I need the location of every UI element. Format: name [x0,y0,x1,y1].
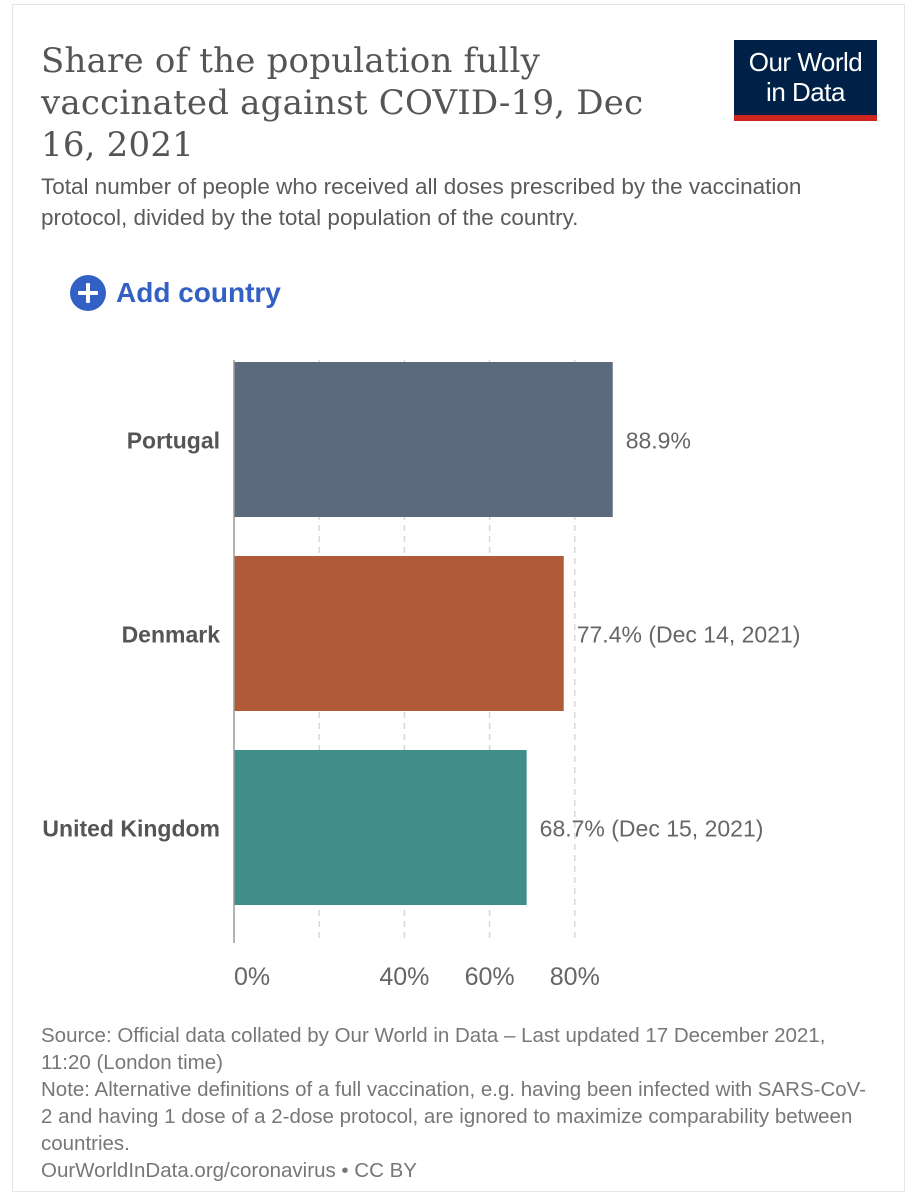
x-tick-label: 80% [550,963,600,991]
plus-circle-icon [70,275,106,311]
value-label: 77.4% (Dec 14, 2021) [577,622,801,648]
owid-logo[interactable]: Our World in Data [734,40,877,121]
bar-united-kingdom [234,750,527,905]
x-tick-label: 0% [234,963,270,991]
chart-subtitle: Total number of people who received all … [41,174,802,230]
note-text: Note: Alternative definitions of a full … [41,1078,867,1155]
chart-footer: Source: Official data collated by Our Wo… [41,1022,871,1184]
category-label: Denmark [122,622,221,648]
chart-title: Share of the population fully vaccinated… [41,41,644,165]
bar-portugal [234,362,613,517]
category-label: United Kingdom [42,816,220,842]
add-country-button[interactable]: Add country [70,273,281,313]
x-tick-label: 60% [465,963,515,991]
source-text: Source: Official data collated by Our Wo… [41,1024,826,1074]
bar-denmark [234,556,564,711]
logo-line-1: Our World [748,47,863,77]
logo-line-2: in Data [766,77,845,107]
source-link[interactable]: OurWorldInData.org/coronavirus • CC BY [41,1159,417,1182]
category-label: Portugal [127,428,220,454]
add-country-label: Add country [116,277,281,308]
bar-chart: Portugal 88.9% Denmark 77.4% (Dec 14, 2021)… [42,360,801,991]
chart-frame [12,4,905,1192]
value-label: 88.9% [626,428,691,454]
x-tick-label: 40% [379,963,429,991]
value-label: 68.7% (Dec 15, 2021) [540,816,764,842]
